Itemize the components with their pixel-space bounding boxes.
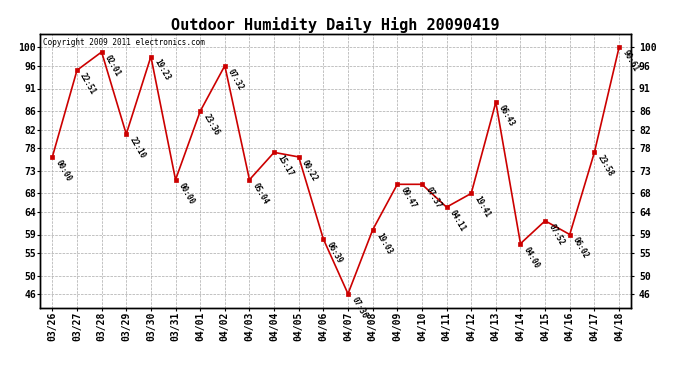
Text: 19:03: 19:03 bbox=[374, 231, 393, 256]
Text: 05:04: 05:04 bbox=[251, 181, 270, 206]
Text: 06:39: 06:39 bbox=[325, 240, 344, 265]
Text: 07:52: 07:52 bbox=[546, 222, 566, 247]
Text: 02:01: 02:01 bbox=[103, 53, 122, 78]
Text: 00:00: 00:00 bbox=[54, 158, 73, 183]
Text: 07:37: 07:37 bbox=[423, 186, 443, 210]
Text: 90:61: 90:61 bbox=[620, 49, 640, 74]
Text: 00:00: 00:00 bbox=[177, 181, 196, 206]
Title: Outdoor Humidity Daily High 20090419: Outdoor Humidity Daily High 20090419 bbox=[171, 16, 500, 33]
Text: 04:00: 04:00 bbox=[522, 245, 541, 270]
Text: 07:32: 07:32 bbox=[226, 67, 246, 92]
Text: 07:36: 07:36 bbox=[349, 295, 368, 320]
Text: 22:10: 22:10 bbox=[128, 135, 147, 160]
Text: 00:22: 00:22 bbox=[300, 158, 319, 183]
Text: 04:11: 04:11 bbox=[448, 209, 467, 233]
Text: Copyright 2009 2011 electronics.com: Copyright 2009 2011 electronics.com bbox=[43, 38, 205, 47]
Text: 09:47: 09:47 bbox=[399, 186, 418, 210]
Text: 23:58: 23:58 bbox=[595, 154, 615, 178]
Text: 19:23: 19:23 bbox=[152, 58, 172, 82]
Text: 15:17: 15:17 bbox=[275, 154, 295, 178]
Text: 23:36: 23:36 bbox=[201, 113, 221, 137]
Text: 22:51: 22:51 bbox=[79, 72, 98, 96]
Text: 06:02: 06:02 bbox=[571, 236, 591, 260]
Text: 06:43: 06:43 bbox=[497, 104, 517, 128]
Text: 19:41: 19:41 bbox=[473, 195, 492, 219]
